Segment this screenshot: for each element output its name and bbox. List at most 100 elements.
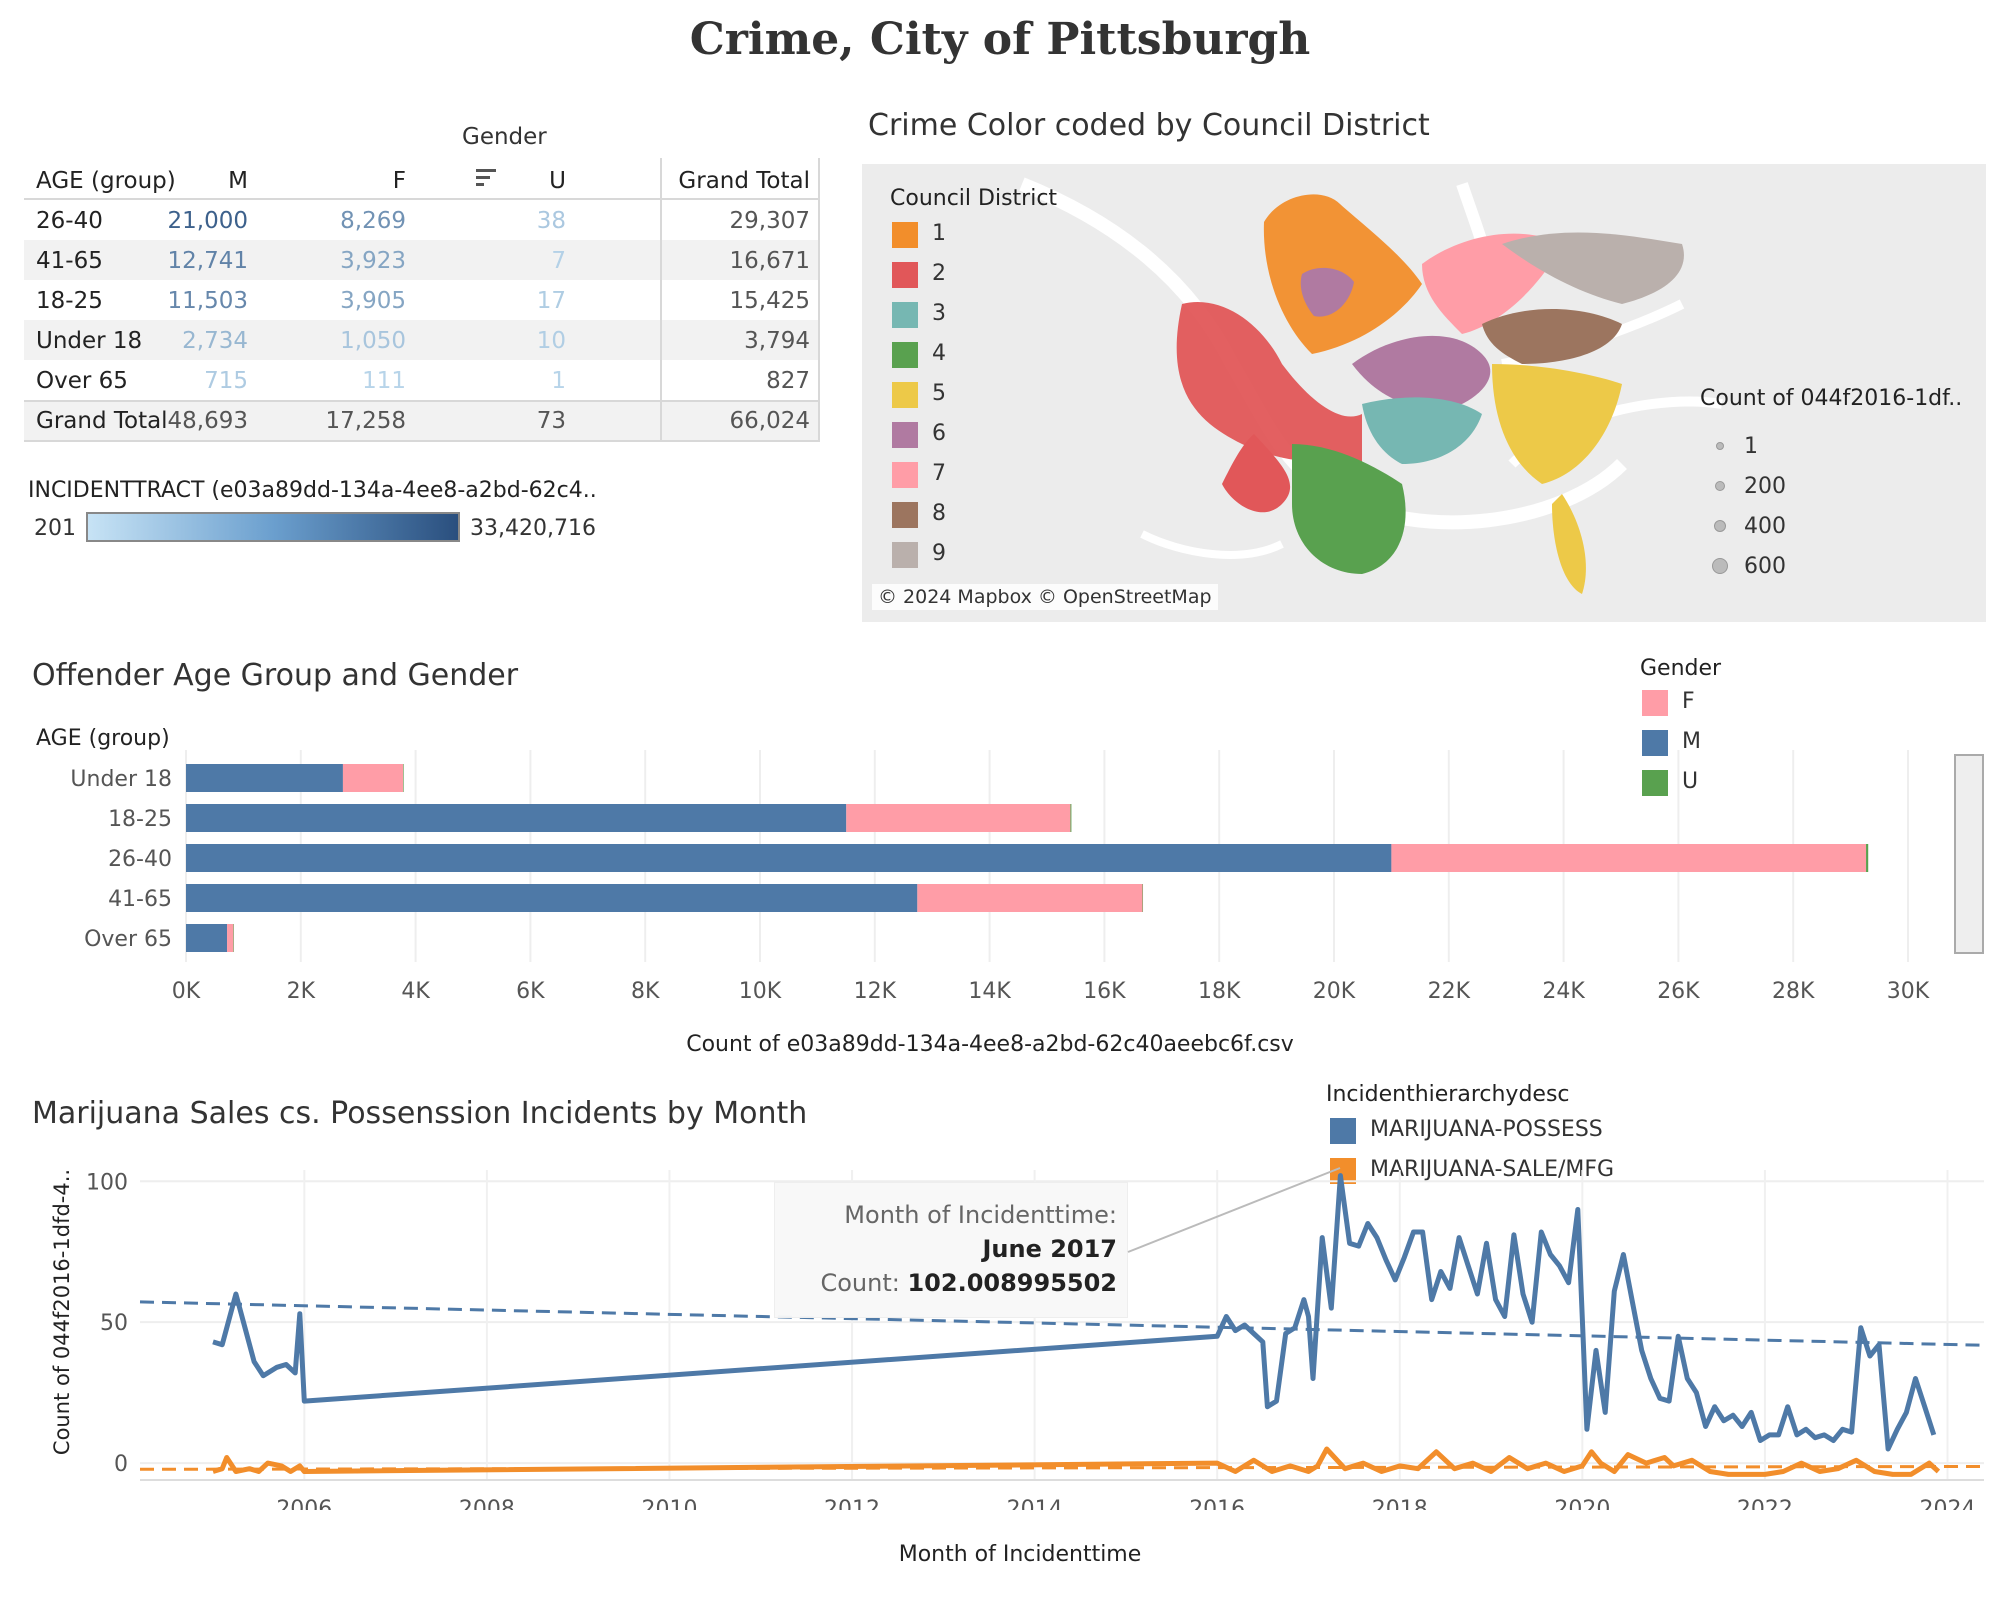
crosstab-total-rule (24, 400, 820, 402)
crosstab-cell-f: 8,269 (340, 208, 406, 234)
crosstab-total-age: Grand Total (36, 408, 168, 434)
bar-segment-u[interactable] (403, 764, 404, 792)
line-x-tick-label: 2014 (1007, 1497, 1063, 1510)
bar-x-tick-label: 0K (172, 979, 201, 1004)
crosstab-cell-gt: 29,307 (729, 208, 810, 234)
bar-x-tick-label: 14K (968, 979, 1011, 1004)
bar-x-tick-label: 2K (287, 979, 316, 1004)
table-row[interactable]: 26-40 21,000 8,269 38 29,307 (24, 200, 820, 240)
crosstab-header-m[interactable]: M (228, 168, 248, 194)
legend-swatch-series[interactable] (1330, 1118, 1356, 1144)
line-y-tick-label: 0 (114, 1452, 128, 1477)
district-4-area[interactable] (1292, 444, 1406, 574)
crosstab-cell-m: 2,734 (182, 328, 248, 354)
crosstab-header-gt[interactable]: Grand Total (678, 168, 810, 194)
legend-label-district-4: 4 (932, 341, 946, 366)
legend-swatch-district-8[interactable] (892, 502, 918, 528)
series-line-possess[interactable] (212, 1173, 1937, 1452)
bar-chart[interactable]: 0K 2K 4K 6K 8K 10K 12K 14K 16K 18K 20K 22K 24K 26K 28K… (0, 740, 1950, 1060)
bar-x-tick-label: 30K (1887, 979, 1930, 1004)
legend-swatch-district-9[interactable] (892, 542, 918, 568)
bar-chart-title: Offender Age Group and Gender (32, 658, 519, 693)
table-row[interactable]: Under 18 2,734 1,050 10 3,794 (24, 320, 820, 360)
district-5-area[interactable] (1492, 364, 1622, 484)
map-canvas (1019, 177, 1723, 594)
legend-swatch-gender-F[interactable] (1642, 690, 1668, 716)
bar-segment-m[interactable] (186, 924, 228, 952)
color-legend-title: INCIDENTTRACT (e03a89dd-134a-4ee8-a2bd-6… (28, 478, 597, 503)
bar-chart-ylabel: AGE (group) (36, 726, 170, 751)
district-3-area[interactable] (1362, 397, 1482, 464)
bar-segment-m[interactable] (186, 804, 847, 832)
legend-swatch-district-7[interactable] (892, 462, 918, 488)
district-6-area[interactable] (1300, 267, 1354, 317)
size-legend-dot (1712, 558, 1728, 574)
crosstab-total-gt: 66,024 (729, 408, 810, 434)
legend-swatch-gender-M[interactable] (1642, 730, 1668, 756)
bar-x-tick-label: 8K (631, 979, 660, 1004)
legend-swatch-district-4[interactable] (892, 342, 918, 368)
crosstab-column-group-label: Gender (462, 124, 547, 150)
crosstab-cell-m: 21,000 (167, 208, 248, 234)
legend-scrollbar[interactable] (1954, 754, 1984, 954)
legend-swatch-district-3[interactable] (892, 302, 918, 328)
legend-label-district-3: 3 (932, 301, 946, 326)
crosstab-cell-u: 10 (536, 328, 566, 354)
legend-label-gender-F: F (1682, 689, 1695, 714)
bar-x-tick-label: 26K (1657, 979, 1700, 1004)
bar-x-tick-label: 16K (1083, 979, 1126, 1004)
sort-descending-icon[interactable] (474, 166, 498, 188)
district-2-area[interactable] (1222, 434, 1291, 513)
crosstab-cell-m: 715 (204, 368, 248, 394)
size-legend-label: 200 (1744, 474, 1786, 499)
crosstab-header-u[interactable]: U (549, 168, 566, 194)
legend-swatch-district-2[interactable] (892, 262, 918, 288)
tooltip-value-month: June 2017 (982, 1235, 1117, 1263)
bar-segment-m[interactable] (186, 764, 343, 792)
crosstab-total-f: 17,258 (325, 408, 406, 434)
legend-label-district-5: 5 (932, 381, 946, 406)
bar-segment-f[interactable] (227, 924, 234, 952)
legend-swatch-district-1[interactable] (892, 222, 918, 248)
crosstab-header-rule (24, 198, 820, 200)
table-row[interactable]: 18-25 11,503 3,905 17 15,425 (24, 280, 820, 320)
bar-segment-u[interactable] (1070, 804, 1072, 832)
bar-segment-f[interactable] (917, 884, 1143, 912)
district-9-area[interactable] (1502, 232, 1684, 304)
bar-category-label: 18-25 (108, 807, 172, 832)
bar-segment-u[interactable] (1142, 884, 1144, 912)
bar-segment-u[interactable] (1866, 844, 1869, 872)
table-row[interactable]: 41-65 12,741 3,923 7 16,671 (24, 240, 820, 280)
series-line-sale[interactable] (212, 1446, 1941, 1477)
crosstab-cell-age: Under 18 (36, 328, 143, 354)
size-legend-label: 600 (1744, 554, 1786, 579)
table-row[interactable]: Over 65 715 111 1 827 (24, 360, 820, 400)
line-y-tick-label: 100 (86, 1170, 128, 1195)
color-legend-gradient (86, 512, 460, 542)
legend-label-district-1: 1 (932, 221, 946, 246)
crosstab-header-age[interactable]: AGE (group) (36, 168, 176, 194)
table-row-grand-total[interactable]: Grand Total 48,693 17,258 73 66,024 (24, 400, 820, 440)
district-6-area[interactable] (1352, 335, 1491, 408)
bar-x-tick-label: 10K (739, 979, 782, 1004)
bar-segment-m[interactable] (186, 844, 1392, 872)
legend-label-series: MARIJUANA-POSSESS (1370, 1117, 1603, 1142)
district-5-area[interactable] (1552, 494, 1586, 594)
bar-segment-f[interactable] (846, 804, 1071, 832)
district-2-area[interactable] (1176, 302, 1362, 464)
crosstab-cell-gt: 3,794 (744, 328, 810, 354)
bar-segment-f[interactable] (342, 764, 404, 792)
crosstab-header-f[interactable]: F (392, 168, 406, 194)
legend-swatch-gender-U[interactable] (1642, 770, 1668, 796)
bar-segment-u[interactable] (233, 924, 234, 952)
line-chart[interactable]: 0 50 100 2006 2008 2010 2012 2014 2016 2018 2020 20… (0, 1150, 2000, 1510)
tooltip-count-row: Count: 102.008995502 (820, 1269, 1117, 1297)
legend-swatch-district-5[interactable] (892, 382, 918, 408)
legend-swatch-district-6[interactable] (892, 422, 918, 448)
tooltip-value-count: 102.008995502 (907, 1269, 1117, 1297)
bar-segment-f[interactable] (1391, 844, 1867, 872)
map-view[interactable]: © 2024 Mapbox © OpenStreetMap (862, 164, 1986, 622)
district-8-area[interactable] (1482, 309, 1622, 364)
bar-segment-m[interactable] (186, 884, 918, 912)
crosstab-cell-gt: 827 (766, 368, 810, 394)
